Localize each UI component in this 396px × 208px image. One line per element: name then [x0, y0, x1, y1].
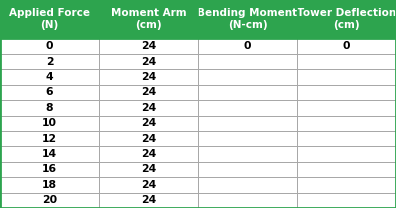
Bar — [297, 69, 396, 85]
Bar — [198, 115, 297, 131]
Bar — [297, 146, 396, 162]
Bar — [0, 177, 99, 193]
Text: 24: 24 — [141, 180, 156, 190]
Bar — [99, 131, 198, 146]
Bar — [99, 69, 198, 85]
Bar — [297, 54, 396, 69]
Text: 24: 24 — [141, 72, 156, 82]
Bar — [198, 0, 297, 38]
Text: 2: 2 — [46, 57, 53, 67]
Text: 24: 24 — [141, 57, 156, 67]
Text: 24: 24 — [141, 149, 156, 159]
Text: Moment Arm
(cm): Moment Arm (cm) — [111, 8, 186, 30]
Bar — [0, 100, 99, 115]
Text: 24: 24 — [141, 103, 156, 113]
Text: 24: 24 — [141, 118, 156, 128]
Bar — [99, 0, 198, 38]
Bar — [99, 146, 198, 162]
Bar — [99, 38, 198, 54]
Bar — [0, 146, 99, 162]
Bar — [99, 162, 198, 177]
Bar — [0, 0, 99, 38]
Bar — [297, 85, 396, 100]
Bar — [198, 193, 297, 208]
Bar — [297, 193, 396, 208]
Bar — [99, 115, 198, 131]
Bar — [198, 146, 297, 162]
Bar — [0, 162, 99, 177]
Text: 10: 10 — [42, 118, 57, 128]
Bar — [99, 54, 198, 69]
Bar — [297, 162, 396, 177]
Bar — [297, 38, 396, 54]
Bar — [297, 177, 396, 193]
Bar — [198, 69, 297, 85]
Bar — [0, 193, 99, 208]
Bar — [198, 100, 297, 115]
Text: 14: 14 — [42, 149, 57, 159]
Bar — [198, 38, 297, 54]
Text: 0: 0 — [244, 41, 251, 51]
Text: 4: 4 — [46, 72, 53, 82]
Bar — [198, 177, 297, 193]
Text: 24: 24 — [141, 134, 156, 144]
Text: 20: 20 — [42, 195, 57, 205]
Text: 16: 16 — [42, 165, 57, 175]
Bar — [99, 193, 198, 208]
Text: Bending Moment
(N-cm): Bending Moment (N-cm) — [198, 8, 297, 30]
Bar — [0, 85, 99, 100]
Bar — [198, 131, 297, 146]
Text: 6: 6 — [46, 87, 53, 97]
Text: Tower Deflection
(cm): Tower Deflection (cm) — [297, 8, 396, 30]
Text: 12: 12 — [42, 134, 57, 144]
Bar — [297, 131, 396, 146]
Text: 0: 0 — [46, 41, 53, 51]
Text: 24: 24 — [141, 87, 156, 97]
Bar — [99, 85, 198, 100]
Text: 18: 18 — [42, 180, 57, 190]
Bar — [0, 38, 99, 54]
Bar — [0, 115, 99, 131]
Text: 8: 8 — [46, 103, 53, 113]
Bar — [198, 162, 297, 177]
Bar — [99, 100, 198, 115]
Text: 24: 24 — [141, 41, 156, 51]
Bar — [0, 54, 99, 69]
Bar — [198, 54, 297, 69]
Bar — [99, 177, 198, 193]
Text: 24: 24 — [141, 195, 156, 205]
Bar — [297, 100, 396, 115]
Text: Applied Force
(N): Applied Force (N) — [9, 8, 90, 30]
Bar — [0, 69, 99, 85]
Bar — [297, 0, 396, 38]
Bar — [198, 85, 297, 100]
Bar — [297, 115, 396, 131]
Text: 24: 24 — [141, 165, 156, 175]
Bar — [0, 131, 99, 146]
Text: 0: 0 — [343, 41, 350, 51]
